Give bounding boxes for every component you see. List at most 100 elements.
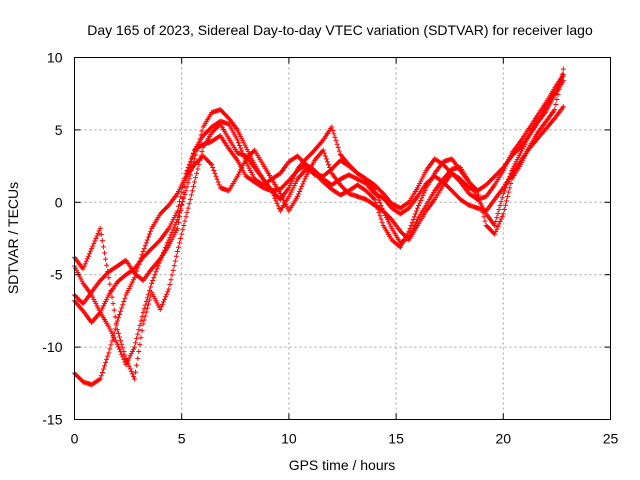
- data-point-marker: [107, 326, 113, 332]
- data-point-marker: [209, 162, 215, 168]
- data-point-marker: [408, 222, 414, 228]
- data-point-marker: [122, 352, 128, 358]
- data-point-marker: [492, 231, 498, 237]
- data-point-marker: [302, 176, 308, 182]
- data-point-marker: [162, 296, 168, 302]
- data-point-marker: [237, 169, 243, 175]
- data-point-marker: [169, 229, 175, 235]
- data-point-marker: [113, 339, 119, 345]
- data-point-marker: [140, 249, 146, 255]
- data-point-marker: [127, 366, 133, 372]
- data-point-marker: [421, 190, 427, 196]
- data-point-marker: [108, 288, 114, 294]
- data-point-marker: [99, 238, 105, 244]
- data-point-marker: [132, 344, 138, 350]
- y-tick-label: 10: [47, 50, 63, 66]
- data-point-marker: [240, 138, 246, 144]
- data-point-marker: [419, 176, 425, 182]
- y-tick-label: -15: [42, 412, 62, 428]
- data-point-marker: [275, 203, 281, 209]
- data-point-marker: [197, 157, 203, 163]
- data-point-marker: [117, 334, 123, 340]
- data-point-marker: [138, 318, 144, 324]
- data-point-marker: [166, 286, 172, 292]
- data-point-marker: [236, 171, 242, 177]
- data-point-marker: [238, 145, 244, 151]
- data-point-marker: [171, 263, 177, 269]
- data-point-marker: [125, 288, 131, 294]
- data-point-marker: [178, 184, 184, 190]
- data-point-marker: [492, 222, 498, 228]
- data-point-marker: [170, 227, 176, 233]
- data-point-marker: [377, 200, 383, 206]
- data-point-marker: [239, 136, 245, 142]
- data-point-marker: [298, 186, 304, 192]
- data-point-marker: [110, 301, 116, 307]
- data-point-marker: [493, 218, 499, 224]
- data-point-marker: [173, 219, 179, 225]
- data-point-marker: [213, 173, 219, 179]
- data-point-marker: [100, 303, 106, 309]
- data-point-marker: [504, 198, 510, 204]
- data-point-marker: [118, 338, 124, 344]
- data-point-marker: [171, 224, 177, 230]
- data-point-marker: [416, 203, 422, 209]
- data-point-marker: [182, 191, 188, 197]
- data-point-marker: [173, 253, 179, 259]
- data-point-marker: [141, 246, 147, 252]
- data-point-marker: [97, 225, 103, 231]
- data-point-marker: [181, 195, 187, 201]
- data-point-marker: [114, 327, 120, 333]
- data-point-marker: [508, 170, 514, 176]
- data-point-marker: [151, 293, 157, 299]
- data-point-marker: [287, 191, 293, 197]
- data-point-marker: [137, 342, 143, 348]
- chart-title: Day 165 of 2023, Sidereal Day-to-day VTE…: [87, 22, 593, 38]
- data-point-marker: [97, 376, 103, 382]
- data-point-marker: [115, 344, 121, 350]
- data-point-marker: [240, 162, 246, 168]
- data-point-marker: [134, 268, 140, 274]
- data-point-marker: [504, 182, 510, 188]
- data-point-marker: [422, 187, 428, 193]
- data-point-marker: [284, 204, 290, 210]
- data-point-marker: [184, 209, 190, 215]
- data-point-marker: [272, 195, 278, 201]
- data-point-marker: [93, 236, 99, 241]
- data-point-marker: [288, 189, 294, 195]
- data-point-marker: [498, 199, 504, 205]
- data-point-marker: [238, 167, 244, 173]
- data-point-marker: [181, 222, 187, 228]
- data-point-marker: [138, 255, 144, 261]
- data-point-marker: [216, 182, 222, 188]
- data-point-marker: [149, 289, 155, 295]
- data-point-marker: [115, 330, 121, 336]
- data-point-marker: [138, 335, 144, 341]
- x-tick-label: 0: [71, 431, 79, 447]
- data-point-marker: [333, 138, 339, 144]
- data-point-marker: [413, 208, 419, 214]
- data-point-marker: [553, 102, 559, 108]
- data-point-marker: [110, 334, 116, 340]
- data-point-marker: [495, 211, 501, 217]
- data-point-marker: [148, 284, 154, 290]
- data-point-marker: [242, 158, 248, 164]
- data-point-marker: [104, 296, 110, 302]
- data-point-marker: [111, 335, 117, 341]
- data-point-marker: [168, 277, 174, 283]
- data-point-marker: [133, 340, 139, 346]
- data-point-marker: [137, 322, 143, 328]
- data-point-marker: [155, 302, 161, 308]
- data-point-marker: [119, 341, 125, 347]
- data-point-marker: [135, 355, 141, 361]
- data-point-marker: [127, 283, 133, 289]
- data-point-marker: [164, 242, 170, 248]
- data-point-marker: [103, 298, 109, 304]
- data-point-marker: [236, 140, 242, 146]
- data-point-marker: [152, 272, 158, 278]
- data-point-marker: [178, 206, 184, 212]
- data-point-marker: [494, 215, 500, 221]
- data-point-marker: [244, 161, 250, 167]
- data-point-marker: [111, 330, 117, 336]
- data-point-marker: [175, 188, 181, 194]
